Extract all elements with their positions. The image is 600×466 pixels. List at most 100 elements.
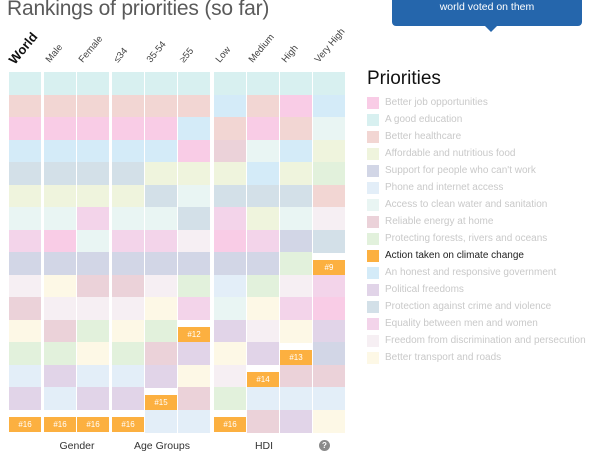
rank-cell-protecting-forests-rivers-and-oceans[interactable] — [44, 342, 76, 365]
rank-cell-access-to-clean-water-and-sanitation[interactable] — [247, 139, 279, 163]
rank-cell-access-to-clean-water-and-sanitation[interactable] — [44, 207, 76, 230]
rank-cell-an-honest-and-responsive-government[interactable] — [313, 94, 345, 118]
rank-cell-a-good-education[interactable] — [313, 72, 345, 95]
rank-cell-affordable-and-nutritious-food[interactable] — [313, 139, 345, 163]
rank-cell-phone-and-internet-access[interactable] — [280, 387, 312, 410]
rank-cell-access-to-clean-water-and-sanitation[interactable] — [178, 184, 210, 208]
rank-cell-protection-against-crime-and-violence[interactable] — [280, 184, 312, 208]
rank-cell-equality-between-men-and-women[interactable] — [9, 229, 41, 253]
rank-cell-better-healthcare[interactable] — [77, 94, 109, 118]
rank-cell-an-honest-and-responsive-government[interactable] — [214, 94, 246, 118]
rank-cell-equality-between-men-and-women[interactable] — [77, 207, 109, 230]
rank-cell-action-taken-on-climate-change[interactable]: #14 — [247, 372, 279, 387]
rank-cell-protecting-forests-rivers-and-oceans[interactable] — [145, 319, 177, 343]
rank-cell-better-transport-and-roads[interactable] — [214, 342, 246, 365]
rank-cell-freedom-from-discrimination-and-persecution[interactable] — [77, 297, 109, 320]
rank-cell-reliable-energy-at-home[interactable] — [77, 274, 109, 298]
legend-item-better-transport-and-roads[interactable]: Better transport and roads — [367, 349, 586, 366]
rank-cell-action-taken-on-climate-change[interactable]: #16 — [214, 417, 246, 432]
legend-item-access-to-clean-water-and-sanitation[interactable]: Access to clean water and sanitation — [367, 196, 586, 213]
rank-cell-access-to-clean-water-and-sanitation[interactable] — [280, 207, 312, 230]
column-label-low[interactable]: Low — [213, 44, 234, 65]
rank-cell-protection-against-crime-and-violence[interactable] — [247, 184, 279, 208]
rank-cell-protection-against-crime-and-violence[interactable] — [77, 162, 109, 185]
legend-item-better-job-opportunities[interactable]: Better job opportunities — [367, 94, 586, 111]
rank-cell-better-healthcare[interactable] — [145, 94, 177, 118]
rank-cell-better-job-opportunities[interactable] — [44, 229, 76, 253]
rank-cell-political-freedoms[interactable] — [280, 409, 312, 433]
rank-cell-better-healthcare[interactable] — [313, 184, 345, 208]
rank-cell-protection-against-crime-and-violence[interactable] — [145, 184, 177, 208]
column-label-35-54[interactable]: 35-54 — [144, 39, 169, 65]
rank-cell-freedom-from-discrimination-and-persecution[interactable] — [112, 297, 144, 320]
rank-cell-reliable-energy-at-home[interactable] — [280, 364, 312, 388]
rank-cell-political-freedoms[interactable] — [44, 364, 76, 388]
rank-cell-freedom-from-discrimination-and-persecution[interactable] — [214, 364, 246, 388]
rank-cell-equality-between-men-and-women[interactable] — [178, 297, 210, 320]
rank-cell-freedom-from-discrimination-and-persecution[interactable] — [9, 274, 41, 298]
rank-cell-protecting-forests-rivers-and-oceans[interactable] — [313, 162, 345, 185]
rank-cell-support-for-people-who-can-t-work[interactable] — [77, 252, 109, 275]
rank-cell-access-to-clean-water-and-sanitation[interactable] — [313, 117, 345, 140]
rank-cell-affordable-and-nutritious-food[interactable] — [145, 162, 177, 185]
legend-item-freedom-from-discrimination-and-persecution[interactable]: Freedom from discrimination and persecut… — [367, 332, 586, 349]
rank-cell-action-taken-on-climate-change[interactable]: #9 — [313, 259, 345, 275]
rank-cell-better-job-opportunities[interactable] — [77, 117, 109, 140]
rank-cell-support-for-people-who-can-t-work[interactable] — [247, 252, 279, 275]
rank-cell-support-for-people-who-can-t-work[interactable] — [9, 252, 41, 275]
rank-cell-freedom-from-discrimination-and-persecution[interactable] — [178, 229, 210, 253]
rank-cell-political-freedoms[interactable] — [313, 319, 345, 343]
legend-item-protection-against-crime-and-violence[interactable]: Protection against crime and violence — [367, 298, 586, 315]
rank-cell-reliable-energy-at-home[interactable] — [214, 139, 246, 163]
rank-cell-better-job-opportunities[interactable] — [44, 117, 76, 140]
rank-cell-freedom-from-discrimination-and-persecution[interactable] — [280, 274, 312, 298]
rank-cell-an-honest-and-responsive-government[interactable] — [145, 139, 177, 163]
rank-cell-better-transport-and-roads[interactable] — [112, 319, 144, 343]
rank-cell-political-freedoms[interactable] — [77, 387, 109, 410]
column-label-very-high[interactable]: Very High — [312, 26, 348, 65]
column-label-high[interactable]: High — [279, 42, 301, 65]
rank-cell-equality-between-men-and-women[interactable] — [280, 297, 312, 320]
rank-cell-access-to-clean-water-and-sanitation[interactable] — [77, 229, 109, 253]
rank-cell-better-healthcare[interactable] — [44, 94, 76, 118]
rank-cell-better-job-opportunities[interactable] — [9, 117, 41, 140]
rank-cell-phone-and-internet-access[interactable] — [178, 409, 210, 433]
rank-cell-phone-and-internet-access[interactable] — [313, 387, 345, 410]
rank-cell-better-transport-and-roads[interactable] — [178, 364, 210, 388]
rank-cell-support-for-people-who-can-t-work[interactable] — [145, 252, 177, 275]
rank-cell-political-freedoms[interactable] — [178, 342, 210, 365]
column-label-34[interactable]: ≤34 — [111, 45, 131, 65]
rank-cell-better-job-opportunities[interactable] — [112, 117, 144, 140]
column-label-55[interactable]: ≥55 — [177, 45, 197, 65]
rank-cell-reliable-energy-at-home[interactable] — [178, 387, 210, 410]
rank-cell-a-good-education[interactable] — [178, 72, 210, 95]
column-label-female[interactable]: Female — [76, 33, 106, 65]
column-label-male[interactable]: Male — [43, 42, 66, 65]
column-label-world[interactable]: World — [5, 29, 41, 68]
rank-cell-access-to-clean-water-and-sanitation[interactable] — [9, 207, 41, 230]
rank-cell-protection-against-crime-and-violence[interactable] — [9, 162, 41, 185]
rank-cell-political-freedoms[interactable] — [9, 387, 41, 410]
rank-cell-phone-and-internet-access[interactable] — [112, 364, 144, 388]
rank-cell-reliable-energy-at-home[interactable] — [247, 409, 279, 433]
rank-cell-freedom-from-discrimination-and-persecution[interactable] — [44, 297, 76, 320]
legend-item-a-good-education[interactable]: A good education — [367, 111, 586, 128]
rank-cell-protection-against-crime-and-violence[interactable] — [214, 184, 246, 208]
rank-cell-better-transport-and-roads[interactable] — [247, 297, 279, 320]
rank-cell-reliable-energy-at-home[interactable] — [9, 297, 41, 320]
rank-cell-action-taken-on-climate-change[interactable]: #15 — [145, 394, 177, 410]
rank-cell-better-healthcare[interactable] — [280, 117, 312, 140]
rank-cell-protecting-forests-rivers-and-oceans[interactable] — [9, 342, 41, 365]
rank-cell-a-good-education[interactable] — [214, 72, 246, 95]
rank-cell-action-taken-on-climate-change[interactable]: #16 — [112, 417, 144, 432]
rank-cell-better-job-opportunities[interactable] — [313, 297, 345, 320]
rank-cell-political-freedoms[interactable] — [145, 364, 177, 388]
rank-cell-better-healthcare[interactable] — [178, 94, 210, 118]
rank-cell-action-taken-on-climate-change[interactable]: #12 — [178, 327, 210, 342]
rank-cell-affordable-and-nutritious-food[interactable] — [247, 207, 279, 230]
rank-cell-better-healthcare[interactable] — [247, 94, 279, 118]
legend-item-protecting-forests-rivers-and-oceans[interactable]: Protecting forests, rivers and oceans — [367, 230, 586, 247]
rank-cell-an-honest-and-responsive-government[interactable] — [112, 139, 144, 163]
legend-item-an-honest-and-responsive-government[interactable]: An honest and responsive government — [367, 264, 586, 281]
rank-cell-reliable-energy-at-home[interactable] — [112, 274, 144, 298]
